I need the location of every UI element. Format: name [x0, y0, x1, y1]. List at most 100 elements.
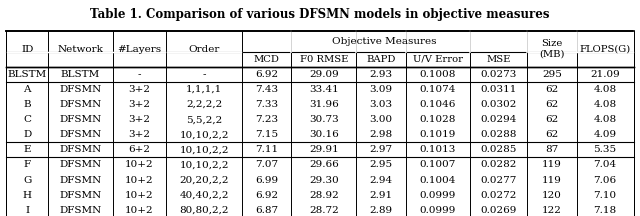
Text: F: F [24, 160, 31, 170]
Text: DFSMN: DFSMN [60, 100, 102, 109]
Text: Objective Measures: Objective Measures [332, 37, 437, 46]
Text: 0.0269: 0.0269 [481, 206, 517, 215]
Text: DFSMN: DFSMN [60, 191, 102, 200]
Text: 0.0999: 0.0999 [420, 191, 456, 200]
Text: 0.0285: 0.0285 [481, 145, 517, 154]
Text: Size
(MB): Size (MB) [539, 39, 564, 59]
Text: A: A [24, 85, 31, 94]
Text: 0.1007: 0.1007 [420, 160, 456, 170]
Text: DFSMN: DFSMN [60, 206, 102, 215]
Text: 28.72: 28.72 [309, 206, 339, 215]
Text: 6.99: 6.99 [255, 176, 278, 185]
Text: 2.89: 2.89 [369, 206, 392, 215]
Text: 3+2: 3+2 [129, 100, 150, 109]
Text: C: C [23, 115, 31, 124]
Text: MCD: MCD [254, 55, 280, 64]
Text: G: G [23, 176, 31, 185]
Text: 7.06: 7.06 [593, 176, 617, 185]
Text: 7.18: 7.18 [593, 206, 617, 215]
Text: 120: 120 [542, 191, 562, 200]
Text: BAPD: BAPD [366, 55, 396, 64]
Text: 62: 62 [545, 85, 559, 94]
Text: -: - [202, 70, 206, 79]
Text: 0.0277: 0.0277 [481, 176, 517, 185]
Text: Order: Order [188, 44, 220, 54]
Text: 7.33: 7.33 [255, 100, 278, 109]
Text: 5.35: 5.35 [593, 145, 617, 154]
Text: 2,2,2,2: 2,2,2,2 [186, 100, 222, 109]
Text: 28.92: 28.92 [309, 191, 339, 200]
Text: 0.1019: 0.1019 [420, 130, 456, 139]
Text: 5,5,2,2: 5,5,2,2 [186, 115, 222, 124]
Text: 4.08: 4.08 [593, 100, 617, 109]
Text: B: B [24, 100, 31, 109]
Text: 29.91: 29.91 [309, 145, 339, 154]
Text: 0.1074: 0.1074 [420, 85, 456, 94]
Text: DFSMN: DFSMN [60, 85, 102, 94]
Text: 33.41: 33.41 [309, 85, 339, 94]
Text: 10+2: 10+2 [125, 206, 154, 215]
Text: 6.87: 6.87 [255, 206, 278, 215]
Text: 29.30: 29.30 [309, 176, 339, 185]
Text: F0 RMSE: F0 RMSE [300, 55, 348, 64]
Text: DFSMN: DFSMN [60, 115, 102, 124]
Text: 0.1046: 0.1046 [420, 100, 456, 109]
Text: 7.10: 7.10 [593, 191, 617, 200]
Text: 4.08: 4.08 [593, 115, 617, 124]
Text: U/V Error: U/V Error [413, 55, 463, 64]
Text: 62: 62 [545, 115, 559, 124]
Text: 2.91: 2.91 [369, 191, 392, 200]
Text: 10+2: 10+2 [125, 160, 154, 170]
Text: 2.95: 2.95 [369, 160, 392, 170]
Text: 80,80,2,2: 80,80,2,2 [179, 206, 229, 215]
Text: BLSTM: BLSTM [8, 70, 47, 79]
Text: 7.15: 7.15 [255, 130, 278, 139]
Text: 30.16: 30.16 [309, 130, 339, 139]
Text: BLSTM: BLSTM [61, 70, 100, 79]
Text: ID: ID [21, 44, 33, 54]
Text: 0.1004: 0.1004 [420, 176, 456, 185]
Text: 295: 295 [542, 70, 562, 79]
Text: 3.03: 3.03 [369, 100, 392, 109]
Text: Table 1. Comparison of various DFSMN models in objective measures: Table 1. Comparison of various DFSMN mod… [90, 8, 550, 21]
Text: DFSMN: DFSMN [60, 130, 102, 139]
Text: DFSMN: DFSMN [60, 176, 102, 185]
Text: 31.96: 31.96 [309, 100, 339, 109]
Text: 6.92: 6.92 [255, 191, 278, 200]
Text: 0.0999: 0.0999 [420, 206, 456, 215]
Text: 0.0288: 0.0288 [481, 130, 517, 139]
Text: 0.0302: 0.0302 [481, 100, 517, 109]
Text: MSE: MSE [486, 55, 511, 64]
Text: I: I [25, 206, 29, 215]
Text: 3.09: 3.09 [369, 85, 392, 94]
Text: 0.1013: 0.1013 [420, 145, 456, 154]
Text: 0.0272: 0.0272 [481, 191, 517, 200]
Text: 40,40,2,2: 40,40,2,2 [179, 191, 229, 200]
Text: 10,10,2,2: 10,10,2,2 [179, 145, 229, 154]
Text: 62: 62 [545, 130, 559, 139]
Text: 7.43: 7.43 [255, 85, 278, 94]
Text: 0.1008: 0.1008 [420, 70, 456, 79]
Text: 10,10,2,2: 10,10,2,2 [179, 130, 229, 139]
Text: 0.0294: 0.0294 [481, 115, 517, 124]
Text: 119: 119 [542, 176, 562, 185]
Text: #Layers: #Layers [117, 44, 161, 54]
Text: 30.73: 30.73 [309, 115, 339, 124]
Text: 1,1,1,1: 1,1,1,1 [186, 85, 222, 94]
Text: 0.0273: 0.0273 [481, 70, 517, 79]
Text: 2.93: 2.93 [369, 70, 392, 79]
Text: 3+2: 3+2 [129, 85, 150, 94]
Text: Network: Network [58, 44, 104, 54]
Text: 2.98: 2.98 [369, 130, 392, 139]
Text: 10+2: 10+2 [125, 191, 154, 200]
Text: 119: 119 [542, 160, 562, 170]
Text: 29.09: 29.09 [309, 70, 339, 79]
Text: 3+2: 3+2 [129, 115, 150, 124]
Text: 3.00: 3.00 [369, 115, 392, 124]
Text: 10+2: 10+2 [125, 176, 154, 185]
Text: 6.92: 6.92 [255, 70, 278, 79]
Text: 6+2: 6+2 [129, 145, 150, 154]
Text: 7.04: 7.04 [593, 160, 617, 170]
Text: H: H [23, 191, 32, 200]
Text: 21.09: 21.09 [590, 70, 620, 79]
